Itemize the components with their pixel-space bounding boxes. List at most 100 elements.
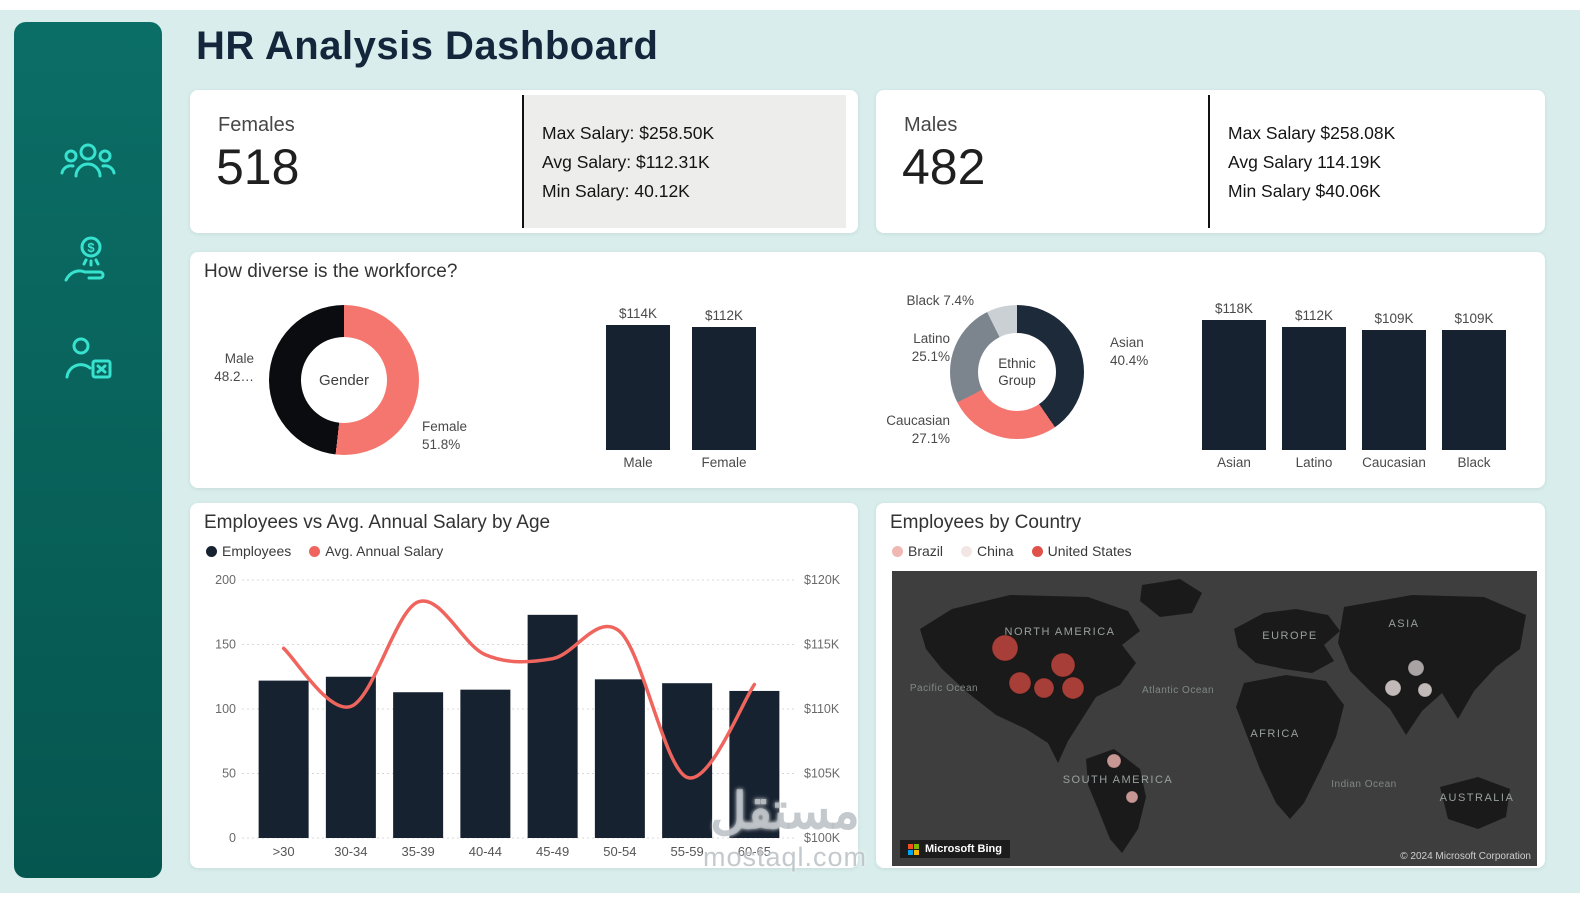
left-axis-tick: 200: [215, 573, 236, 587]
right-axis-tick: $115K: [804, 638, 840, 652]
map-geo-label: Pacific Ocean: [910, 683, 978, 694]
legend-label: Brazil: [908, 543, 944, 559]
map-copyright: © 2024 Microsoft Corporation: [1400, 851, 1531, 862]
ethnic-callout-caucasian: Caucasian 27.1%: [886, 413, 950, 446]
map-geo-label: EUROPE: [1262, 630, 1317, 642]
brazil-legend-dot: [892, 545, 903, 557]
legend-item-brazil[interactable]: Brazil: [892, 543, 943, 559]
map-legend: Brazil China United States: [892, 543, 1132, 559]
bar-category-label: Female: [701, 455, 747, 470]
bing-label: Microsoft Bing: [925, 843, 1002, 855]
map-geo-label: AUSTRALIA: [1440, 792, 1515, 804]
diversity-card: How diverse is the workforce? Male 48.2……: [190, 252, 1545, 488]
employees-vs-salary-chart[interactable]: 0 $100K 50 $105K 100 $110K 150 $115K 200 $120K >30…: [198, 561, 846, 861]
ethnic-salary-bar-chart[interactable]: $118K Asian $112K Latino $109K Caucasian $109K…: [1202, 292, 1506, 470]
age-category-label: 30-34: [334, 844, 367, 859]
employees-bar[interactable]: [729, 690, 780, 838]
bar-column: $118K Asian: [1202, 301, 1266, 470]
bar-value-label: $109K: [1454, 311, 1494, 326]
kpi-stat-avg: Avg Salary: $112.31K: [542, 151, 710, 172]
bar-value-label: $114K: [618, 306, 658, 321]
employees-bar[interactable]: [393, 692, 444, 838]
ethnic-callout-asian: Asian 40.4%: [1110, 335, 1149, 368]
map-bubble-united-states[interactable]: [991, 634, 1019, 662]
kpi-card-males: Males 482 Max Salary $258.08K Avg Salary…: [876, 90, 1545, 233]
map-bubble-china[interactable]: [1407, 659, 1425, 677]
map-geo-label: Atlantic Ocean: [1142, 685, 1214, 696]
bar-column: $112K Female: [692, 308, 756, 470]
map-bubble-china[interactable]: [1384, 679, 1402, 697]
attrition-person-icon: [65, 337, 112, 378]
kpi-stat-max: Max Salary $258.08K: [1228, 122, 1396, 143]
map-bubble-united-states[interactable]: [1008, 671, 1032, 695]
employees-bar[interactable]: [258, 680, 309, 838]
china-legend-dot: [961, 545, 973, 557]
kpi-value: 518: [216, 139, 300, 195]
donut-center-label: Ethnic Group: [978, 333, 1056, 411]
employees-bar[interactable]: [460, 689, 511, 838]
map-bubble-china[interactable]: [1417, 682, 1433, 698]
legend-item-employees[interactable]: Employees: [206, 543, 291, 559]
map-bubble-brazil[interactable]: [1125, 790, 1139, 804]
kpi-card-females: Females 518 Max Salary: $258.50K Avg Sal…: [190, 90, 858, 233]
bar-category-label: Latino: [1295, 455, 1333, 470]
legend-label: Employees: [222, 543, 292, 559]
bar[interactable]: [1362, 330, 1426, 450]
bar-category-label: Asian: [1217, 455, 1251, 470]
legend-item-china[interactable]: China: [961, 543, 1014, 559]
gender-salary-bar-chart[interactable]: $114K Male $112K Female: [606, 292, 756, 470]
map-bubble-united-states[interactable]: [1061, 676, 1085, 700]
combo-legend: Employees Avg. Annual Salary: [206, 543, 443, 559]
bar[interactable]: [1202, 320, 1266, 450]
divider: [1208, 95, 1210, 228]
employees-bar[interactable]: [594, 679, 645, 838]
left-axis-tick: 0: [229, 831, 236, 845]
left-axis-tick: 100: [215, 702, 236, 716]
age-category-label: >30: [273, 844, 295, 859]
map-bubble-united-states[interactable]: [1050, 652, 1076, 678]
bar[interactable]: [692, 327, 756, 450]
age-category-label: 50-54: [603, 844, 636, 859]
bar[interactable]: [1442, 330, 1506, 450]
right-axis-tick: $110K: [804, 702, 840, 716]
kpi-stat-max: Max Salary: $258.50K: [542, 122, 715, 143]
gender-donut-chart[interactable]: Gender: [269, 305, 419, 455]
bar-category-label: Caucasian: [1362, 455, 1426, 470]
bar-column: $109K Black: [1442, 311, 1506, 470]
kpi-stats-panel: Max Salary $258.08K Avg Salary 114.19K M…: [1210, 95, 1532, 228]
employees-group-icon: [60, 143, 116, 177]
bing-logo: Microsoft Bing: [900, 840, 1010, 858]
age-category-label: 40-44: [469, 844, 502, 859]
kpi-label: Females: [218, 114, 295, 136]
gender-callout-female: Female 51.8%: [422, 419, 468, 452]
world-map[interactable]: NORTH AMERICA EUROPE ASIA AFRICA SOUTH AMERI…: [892, 571, 1537, 866]
kpi-value: 482: [902, 139, 986, 195]
employees-legend-dot: [206, 545, 217, 557]
bar[interactable]: [606, 325, 670, 450]
attrition-nav-button[interactable]: [57, 330, 119, 392]
bar-value-label: $112K: [704, 308, 744, 323]
kpi-stat-min: Min Salary: 40.12K: [542, 180, 690, 201]
employees-nav-button[interactable]: [57, 134, 119, 196]
map-bubble-united-states[interactable]: [1033, 677, 1055, 699]
kpi-stat-min: Min Salary $40.06K: [1228, 180, 1381, 201]
map-bubble-brazil[interactable]: [1106, 753, 1122, 769]
salary-nav-button[interactable]: $: [57, 232, 119, 294]
combo-chart-card: Employees vs Avg. Annual Salary by Age E…: [190, 503, 858, 868]
sidebar: $: [14, 22, 162, 878]
kpi-label: Males: [904, 114, 958, 136]
kpi-stat-avg: Avg Salary 114.19K: [1228, 151, 1382, 172]
world-map-svg: NORTH AMERICA EUROPE ASIA AFRICA SOUTH AMERI…: [892, 571, 1537, 866]
donut-center-label: Gender: [301, 337, 387, 423]
legend-item-salary[interactable]: Avg. Annual Salary: [309, 543, 443, 559]
ethnic-donut-chart[interactable]: Ethnic Group: [950, 305, 1084, 439]
bar-value-label: $112K: [1294, 308, 1334, 323]
left-axis-tick: 150: [215, 638, 236, 652]
avg-salary-line[interactable]: [281, 599, 757, 780]
legend-item-united-states[interactable]: United States: [1031, 543, 1132, 559]
bar-category-label: Male: [623, 455, 653, 470]
employees-bar[interactable]: [662, 683, 713, 838]
bar[interactable]: [1282, 327, 1346, 450]
kpi-stats-panel: Max Salary: $258.50K Avg Salary: $112.31…: [524, 95, 846, 228]
left-axis-tick: 50: [222, 767, 236, 781]
